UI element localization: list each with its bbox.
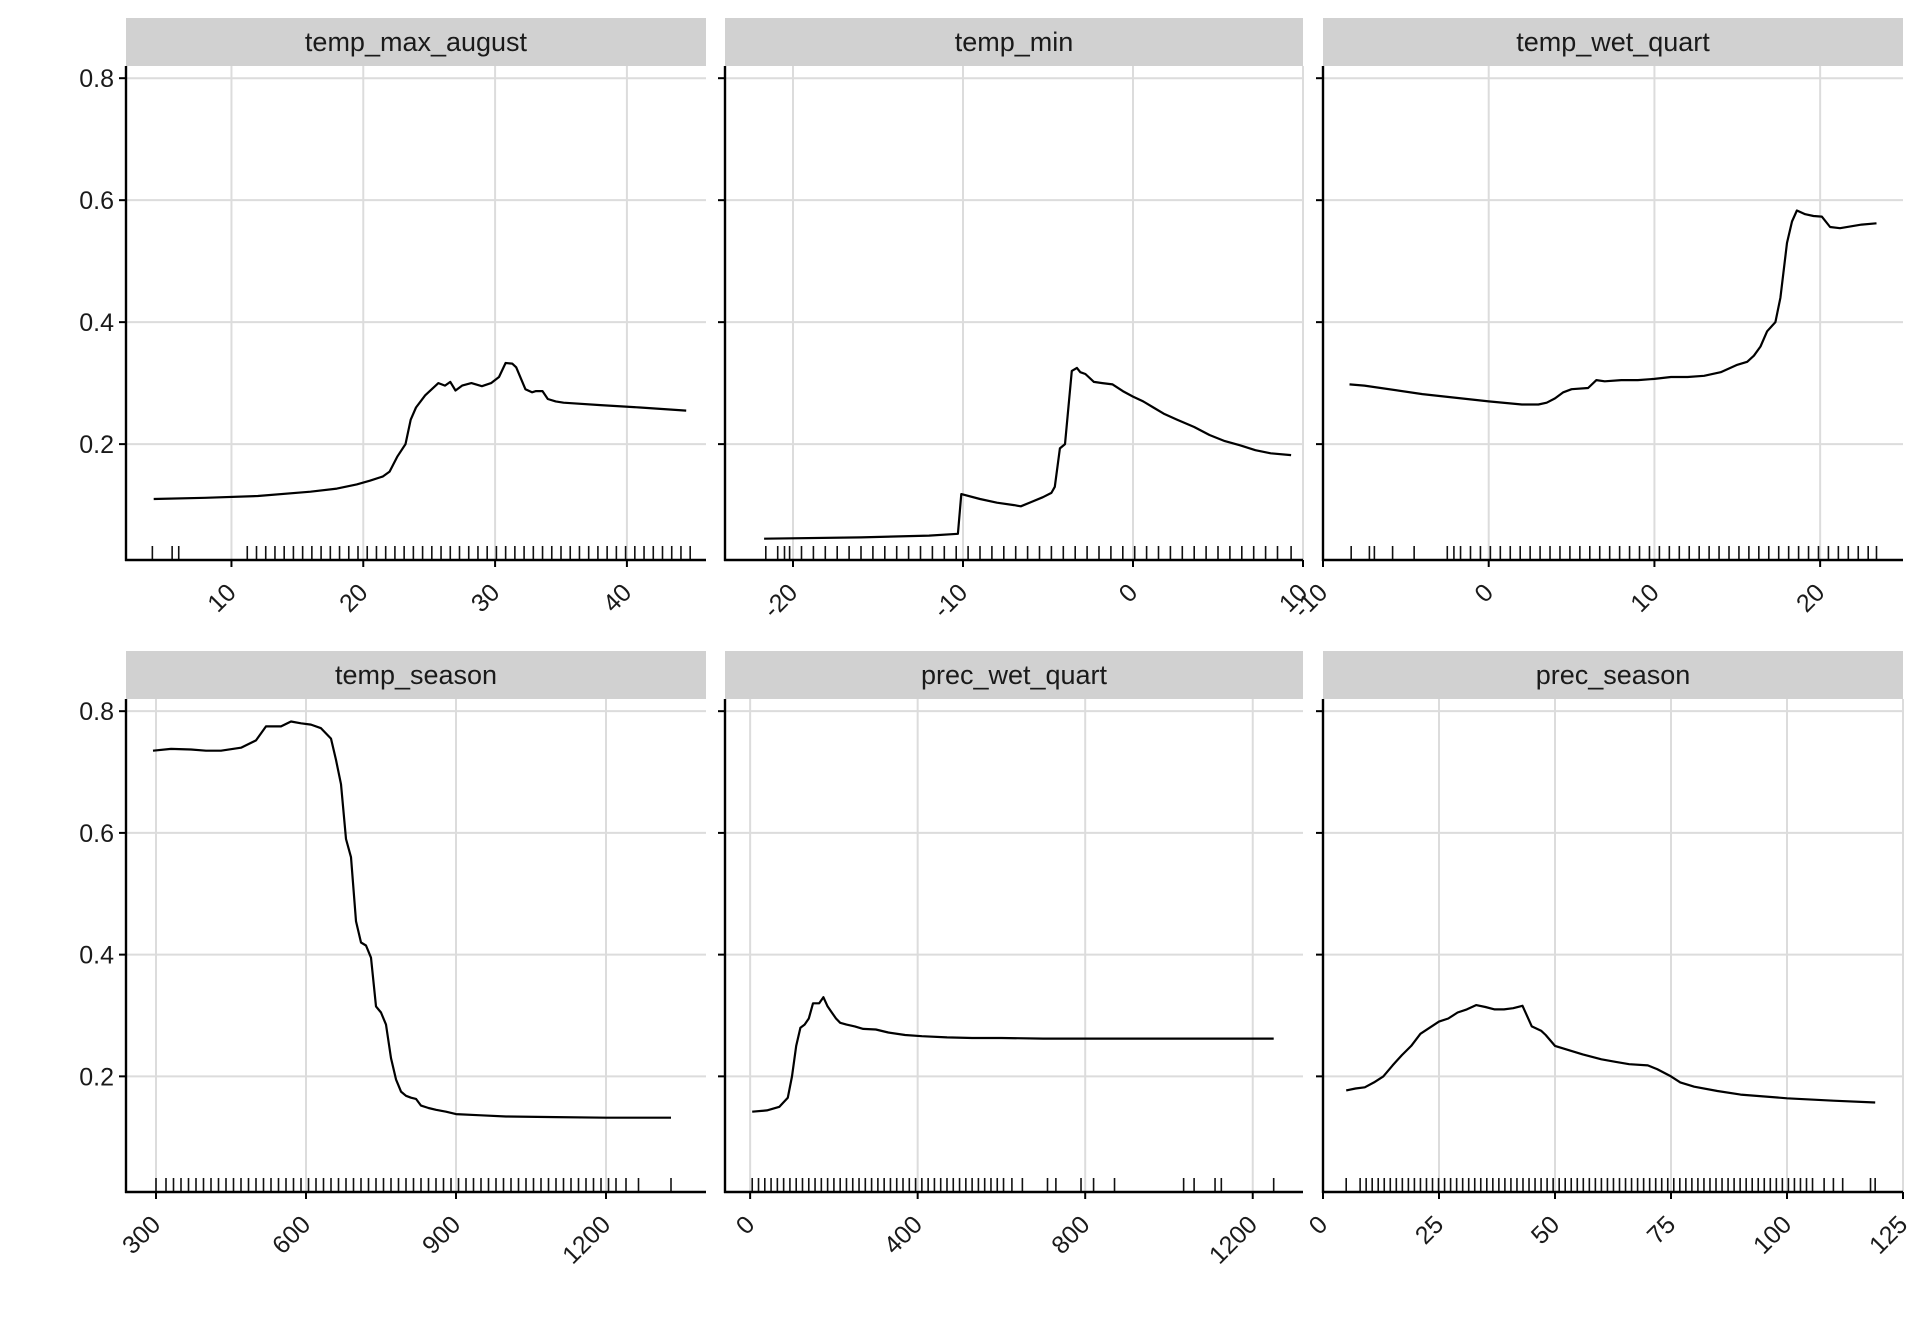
facet-strip [725,18,1303,66]
facet-strip [126,651,706,699]
facet-title: temp_season [335,660,497,690]
x-tick-label: 40 [598,578,637,617]
rug [155,1178,672,1192]
x-tick-label: 125 [1864,1210,1913,1259]
facet-title: temp_min [955,27,1074,57]
x-tick-label: -10 [928,578,973,623]
panel-4: prec_wet_quart 0 400 800 1200 [718,651,1303,1270]
x-tick-label: 10 [1625,578,1664,617]
y-tick-label: 0.2 [79,431,114,459]
x-tick-label: 0 [1304,1210,1334,1240]
facet-title: prec_wet_quart [921,660,1108,690]
y-tick-label: 0.8 [79,698,114,726]
y-tick-label: 0.4 [79,942,114,970]
x-tick-label: 0 [1114,578,1144,608]
panel-3: temp_season 0.2 0.4 0.6 0.8 300 600 900 1200 [79,651,706,1270]
x-tick-label: 0 [1469,578,1499,608]
facet-strip [126,18,706,66]
facet-strip [1323,651,1903,699]
x-tick-label: 20 [1791,578,1830,617]
y-tick-label: 0.6 [79,820,114,848]
facet-strip [725,651,1303,699]
y-tick-label: 0.2 [79,1063,114,1091]
rug [1345,1178,1876,1192]
y-tick-label: 0.6 [79,187,114,215]
facet-strip [1323,18,1903,66]
series-line [1349,209,1877,406]
x-tick-label: 20 [334,578,373,617]
rug [151,546,691,560]
series-line [1345,1003,1876,1104]
facet-title: temp_max_august [305,27,528,57]
x-tick-label: 25 [1410,1210,1449,1249]
x-tick-label: 10 [202,578,241,617]
series-line [764,366,1292,540]
series-line [152,720,671,1119]
x-tick-label: 0 [731,1210,761,1240]
facet-title: prec_season [1536,660,1691,690]
x-tick-label: 75 [1642,1210,1681,1249]
panel-5: prec_season 0 25 50 75 100 125 [1304,651,1913,1260]
y-tick-label: 0.4 [79,309,114,337]
x-tick-label: 400 [879,1210,928,1259]
panel-2: temp_wet_quart-10 0 10 20 [1288,18,1903,624]
x-tick-label: 30 [466,578,505,617]
rug [764,546,1292,560]
y-tick-label: 0.8 [79,65,114,93]
facet-title: temp_wet_quart [1516,27,1710,57]
x-tick-label: 300 [117,1210,166,1259]
x-tick-label: 1200 [557,1210,616,1269]
x-tick-label: -20 [758,578,803,623]
x-tick-label: 1200 [1204,1210,1263,1269]
x-tick-label: 800 [1046,1210,1095,1259]
x-tick-label: 600 [267,1210,316,1259]
rug [1350,546,1878,560]
series-line [153,361,687,501]
rug [751,1178,1275,1192]
series-line [752,996,1274,1113]
x-tick-label: 100 [1748,1210,1797,1259]
panel-0: temp_max_august 0.2 0.4 0.6 0.8 10 20 30 40 [79,18,706,618]
x-tick-label: 900 [417,1210,466,1259]
panel-1: temp_min-20 -10 0 10 [718,18,1313,624]
x-tick-label: 50 [1526,1210,1565,1249]
